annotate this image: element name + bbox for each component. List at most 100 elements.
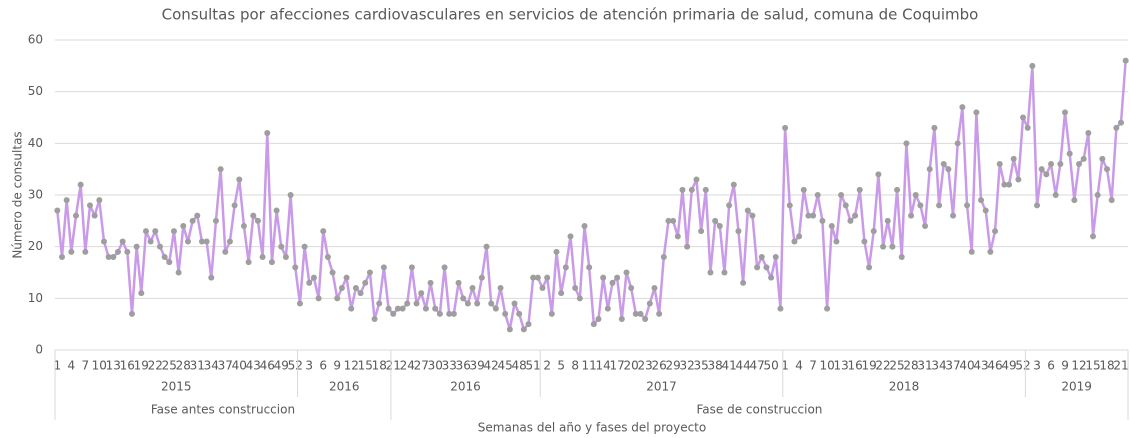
data-point [264, 130, 271, 136]
x-tick-label: 25 [889, 359, 904, 373]
data-point [889, 243, 896, 250]
data-point [1076, 161, 1083, 167]
data-point [278, 243, 285, 250]
data-point [170, 228, 177, 235]
data-point [614, 274, 621, 281]
data-point [800, 186, 807, 193]
data-point [912, 192, 919, 198]
x-tick-label: 24 [400, 359, 415, 373]
x-tick-label: 21 [1113, 359, 1128, 373]
data-point [1094, 192, 1101, 198]
x-tick-label: 37 [945, 359, 960, 373]
data-point [1104, 166, 1111, 173]
data-point [922, 223, 929, 229]
data-point [903, 140, 910, 147]
data-point [754, 264, 761, 271]
data-point [301, 243, 308, 250]
data-point [735, 228, 742, 235]
data-point [688, 186, 695, 193]
x-tick-label: 8 [571, 359, 579, 373]
data-point [791, 238, 798, 245]
data-point [814, 192, 821, 198]
data-point [1006, 181, 1013, 188]
data-point [483, 243, 490, 250]
data-point [86, 202, 93, 209]
data-point [348, 305, 355, 312]
x-tick-label: 17 [610, 359, 625, 373]
data-point [124, 248, 131, 255]
x-tick-label: 9 [333, 359, 341, 373]
data-point [530, 274, 537, 281]
data-point [156, 243, 163, 250]
data-point [726, 202, 733, 209]
data-point [175, 269, 182, 276]
data-point [842, 202, 849, 209]
x-tick-label: 38 [707, 359, 722, 373]
x-tick-label: 35 [693, 359, 708, 373]
data-point [730, 181, 737, 188]
x-tick-label: 48 [512, 359, 527, 373]
x-tick-label: 20 [624, 359, 639, 373]
data-point [1020, 114, 1027, 121]
y-tick-label: 30 [28, 188, 43, 202]
data-point [768, 274, 775, 281]
data-point [357, 290, 364, 297]
data-point [623, 269, 630, 276]
data-point [712, 217, 719, 224]
x-tick-label: 10 [92, 359, 107, 373]
data-point [96, 197, 103, 204]
x-tick-label: 40 [232, 359, 247, 373]
data-point [189, 217, 196, 224]
data-point [828, 223, 835, 229]
y-tick-label: 50 [28, 84, 43, 98]
data-point [1052, 192, 1059, 198]
data-point [1024, 124, 1031, 131]
data-point [497, 285, 504, 291]
data-point [777, 305, 784, 312]
data-point [404, 300, 411, 307]
x-tick-label: 18 [1099, 359, 1114, 373]
x-tick-label: 15 [358, 359, 373, 373]
data-point [212, 217, 219, 224]
data-point [964, 202, 971, 209]
data-point [1090, 233, 1097, 240]
data-point [609, 279, 616, 286]
x-axis-title: Semanas del año y fases del proyecto [478, 421, 706, 435]
x-tick-label: 7 [809, 359, 817, 373]
data-point [366, 269, 373, 276]
x-tick-label: 46 [260, 359, 275, 373]
data-point [422, 305, 429, 312]
data-point [380, 264, 387, 271]
data-point [758, 254, 765, 260]
x-tick-label: 28 [903, 359, 918, 373]
data-point [292, 264, 299, 271]
x-tick-label: 47 [749, 359, 764, 373]
x-tick-label: 16 [120, 359, 135, 373]
x-tick-label: 23 [638, 359, 653, 373]
data-point [250, 212, 257, 219]
data-point [1085, 130, 1092, 136]
x-tick-label: 33 [442, 359, 457, 373]
data-point [385, 305, 392, 312]
data-point [1038, 166, 1045, 173]
data-point [838, 192, 845, 198]
data-point [646, 300, 653, 307]
year-label: 2018 [889, 380, 920, 394]
data-point [1034, 202, 1041, 209]
data-point [254, 217, 261, 224]
data-point [992, 228, 999, 235]
data-point [236, 176, 243, 183]
data-point [693, 176, 700, 183]
x-tick-label: 36 [456, 359, 471, 373]
data-point [1043, 171, 1050, 178]
data-point [460, 295, 467, 302]
data-point [217, 166, 224, 173]
data-point [870, 228, 877, 235]
y-tick-label: 10 [28, 291, 43, 305]
data-point [352, 285, 359, 291]
data-point [679, 186, 686, 193]
data-point [334, 295, 341, 302]
x-tick-label: 52 [1015, 359, 1030, 373]
x-tick-label: 22 [875, 359, 890, 373]
data-point [320, 228, 327, 235]
